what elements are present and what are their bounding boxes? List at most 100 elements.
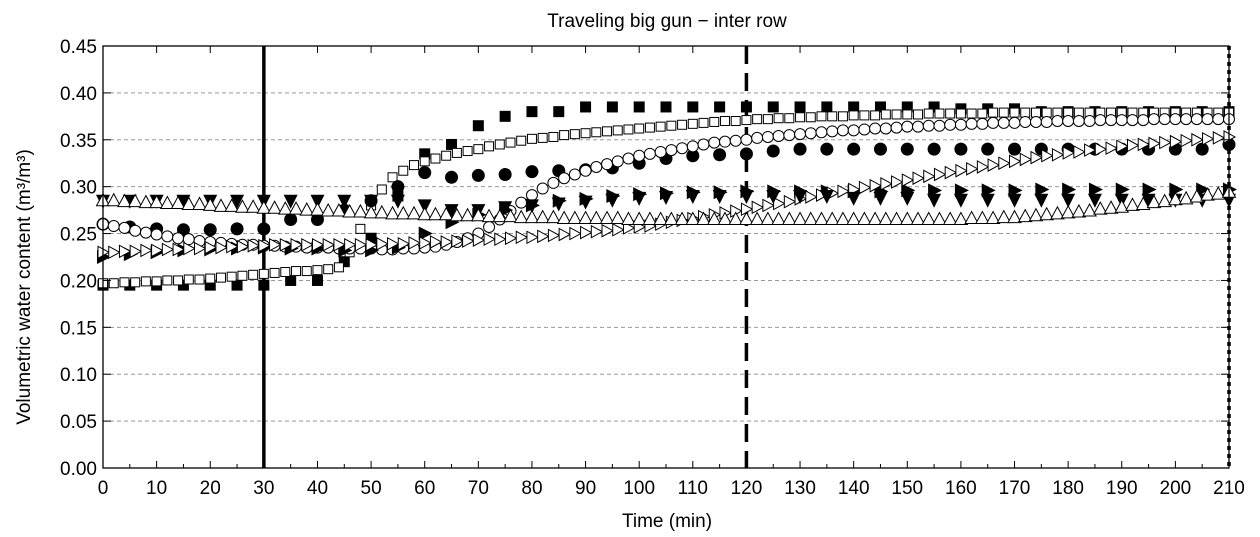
data-point	[1114, 199, 1130, 213]
data-point	[1116, 139, 1129, 154]
data-point	[837, 111, 848, 122]
data-point	[623, 124, 634, 135]
data-point	[333, 262, 344, 273]
data-point	[1201, 113, 1214, 126]
data-point	[417, 199, 432, 214]
data-point	[867, 211, 883, 225]
data-point	[997, 116, 1010, 129]
data-point	[632, 191, 647, 206]
x-axis: 0 10 20 30 40 50 60 70 80 90 100 110 120 130 140 150 160…	[98, 46, 1245, 499]
data-point	[590, 160, 603, 173]
data-point	[1062, 182, 1077, 197]
data-point	[729, 134, 742, 147]
y-tick-label: 0.45	[60, 37, 97, 58]
data-point	[644, 122, 655, 133]
data-point	[558, 172, 571, 185]
data-point	[1041, 107, 1052, 118]
data-point	[890, 121, 903, 134]
data-point	[980, 193, 995, 208]
data-point	[204, 279, 216, 291]
data-point	[140, 243, 153, 258]
data-point	[740, 133, 753, 146]
x-tick-label: 200	[1160, 478, 1192, 499]
data-point	[283, 194, 298, 209]
data-point	[129, 224, 142, 237]
data-point	[1029, 115, 1042, 128]
data-point	[873, 142, 887, 156]
data-point	[408, 160, 419, 171]
data-point	[299, 202, 315, 216]
data-point	[365, 237, 379, 252]
data-point	[1094, 142, 1108, 156]
data-point	[846, 191, 861, 206]
data-point	[418, 226, 433, 241]
data-point	[1087, 193, 1102, 208]
data-point	[1062, 146, 1076, 160]
data-point	[761, 130, 774, 143]
data-point	[873, 191, 888, 206]
data-point	[696, 211, 711, 225]
data-point	[1212, 113, 1225, 126]
x-axis-label: Time (min)	[622, 511, 712, 532]
data-point	[899, 211, 915, 225]
data-point	[230, 194, 245, 209]
data-point	[353, 203, 368, 218]
data-point	[1028, 207, 1044, 222]
data-point	[430, 153, 441, 164]
data-point	[730, 116, 741, 127]
data-point	[1073, 145, 1086, 159]
data-point	[547, 176, 560, 189]
data-point	[686, 140, 699, 153]
data-point	[1017, 208, 1033, 223]
data-point	[445, 170, 459, 184]
data-point	[374, 204, 390, 219]
data-point	[814, 211, 829, 225]
data-point	[505, 137, 516, 148]
data-point	[161, 242, 175, 257]
data-point	[139, 226, 152, 239]
grid	[103, 92, 1229, 422]
data-point	[310, 212, 324, 226]
data-point	[795, 112, 806, 123]
data-point	[633, 149, 646, 162]
data-point	[277, 201, 293, 215]
data-point	[771, 211, 786, 225]
data-point	[848, 101, 860, 113]
data-point	[902, 109, 913, 120]
data-point	[712, 190, 727, 205]
data-point	[106, 192, 122, 207]
data-point	[655, 121, 666, 132]
data-point	[783, 194, 797, 209]
data-point	[1195, 142, 1209, 156]
data-point	[280, 267, 291, 278]
data-point	[982, 103, 994, 115]
data-point	[942, 211, 958, 225]
data-point	[805, 112, 816, 123]
y-axis: 0.00 0.05 0.10 0.15 0.20 0.25 0.30 0.35 0.40 0.45	[60, 37, 1229, 480]
data-point	[717, 211, 733, 225]
data-point	[387, 237, 400, 251]
data-point	[1062, 115, 1075, 128]
x-tick-label: 30	[253, 478, 274, 499]
data-point	[1060, 204, 1076, 219]
data-point	[354, 237, 368, 252]
data-point	[226, 239, 239, 254]
data-point	[740, 101, 752, 113]
data-point	[752, 114, 763, 125]
data-point	[826, 125, 839, 138]
data-point	[322, 237, 336, 252]
data-point	[859, 110, 870, 121]
data-point	[258, 238, 271, 253]
data-point	[605, 193, 620, 208]
data-point	[794, 101, 806, 113]
data-point	[1190, 113, 1203, 126]
data-point	[247, 238, 261, 253]
data-point	[762, 114, 773, 125]
x-tick-label: 210	[1213, 478, 1245, 499]
data-point	[740, 202, 754, 217]
data-point	[323, 264, 334, 275]
data-point	[183, 274, 194, 285]
data-point	[127, 193, 143, 208]
data-point	[161, 230, 174, 243]
data-point	[913, 109, 924, 120]
